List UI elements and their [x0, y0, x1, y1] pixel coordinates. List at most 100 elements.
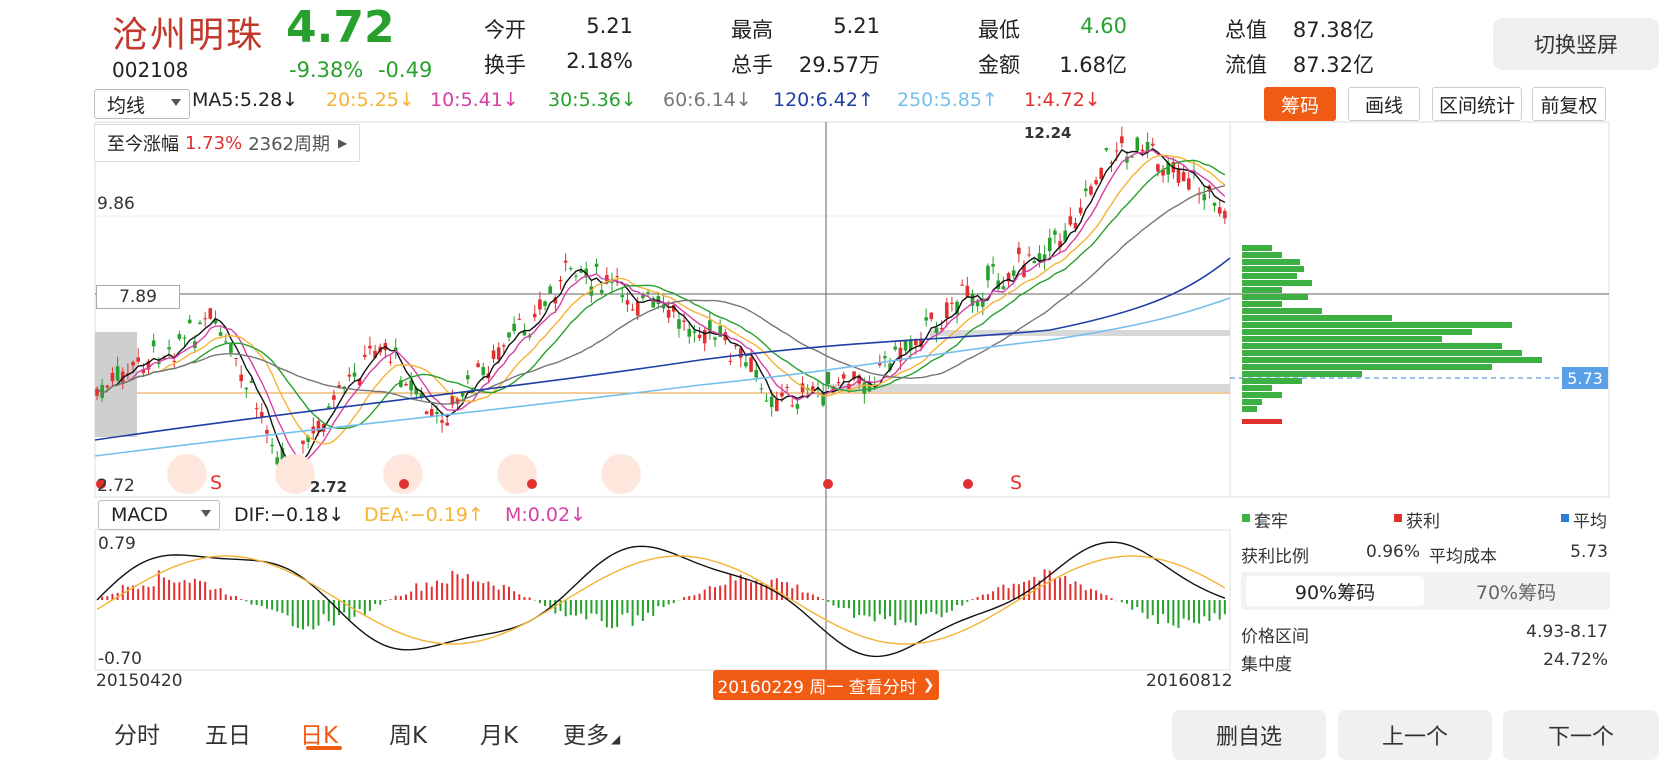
candle-body: [1130, 156, 1134, 158]
candle-body: [708, 320, 712, 332]
candle-body: [1109, 162, 1114, 164]
ma5-line: [96, 148, 1226, 467]
tab-intraday[interactable]: 分时: [114, 723, 160, 749]
draw-line-button[interactable]: 画线: [1348, 87, 1420, 121]
chevron-down-icon: [171, 99, 181, 106]
nav-circle: [167, 454, 207, 494]
quote-float-value: 87.32亿: [1292, 53, 1374, 77]
dea-line: [96, 555, 1226, 645]
candle-body: [1099, 168, 1104, 180]
tab-daily-k[interactable]: 日K: [300, 723, 339, 749]
candle-body: [569, 268, 573, 270]
candle-body: [883, 356, 887, 359]
quote-amount-value: 1.68亿: [1059, 53, 1127, 77]
price-change: -9.38% -0.49: [289, 58, 432, 82]
tab-monthly-k[interactable]: 月K: [480, 723, 519, 749]
candle-body: [1078, 207, 1083, 214]
candle-body: [182, 337, 187, 339]
chart-frames: [94, 121, 1610, 671]
chevron-down-icon: [201, 510, 211, 517]
candle-body: [393, 347, 398, 352]
candle-body: [687, 328, 692, 337]
nav-circle: [383, 454, 423, 494]
range-stats-button[interactable]: 区间统计: [1432, 87, 1522, 121]
chip-bar: [1242, 378, 1302, 384]
candle-body: [146, 361, 151, 370]
concentration-value: 24.72%: [1543, 650, 1608, 670]
candle-body: [326, 406, 331, 409]
candle-body: [1217, 207, 1222, 214]
candle-body: [862, 382, 867, 394]
candle-body: [440, 420, 444, 423]
chip-bar: [1242, 336, 1442, 342]
candle-body: [955, 301, 959, 315]
candle-body: [970, 293, 975, 306]
range-gain-box[interactable]: 至今涨幅 1.73% 2362周期 ▶: [94, 124, 360, 162]
candle-body: [1089, 186, 1093, 195]
candle-body: [811, 386, 815, 393]
quote-float-label: 流值: [1225, 53, 1267, 77]
candle-body: [769, 396, 774, 407]
candle-body: [429, 409, 434, 417]
chip-button[interactable]: 筹码: [1264, 87, 1336, 121]
concentration-label: 集中度: [1241, 655, 1292, 675]
macd-dea: DEA:−0.19↑: [364, 504, 484, 526]
indicator-select[interactable]: 均线: [94, 89, 190, 119]
candle-body: [1104, 148, 1109, 151]
candle-body: [337, 385, 341, 389]
y-label-bottom: 2.72: [97, 476, 135, 496]
candle-body: [507, 332, 511, 338]
price-range-label: 价格区间: [1241, 627, 1309, 647]
candle-body: [744, 362, 748, 367]
kline-frame: [94, 121, 1610, 498]
remove-watchlist-button[interactable]: 删自选: [1172, 710, 1326, 760]
candle-body: [960, 284, 964, 286]
candle-body: [775, 399, 779, 412]
chip-bar: [1242, 364, 1492, 370]
candle-body: [239, 374, 243, 382]
tab-chip-70[interactable]: 70%筹码: [1475, 581, 1557, 604]
candle-body: [399, 380, 403, 387]
tab-weekly-k[interactable]: 周K: [389, 723, 428, 749]
chip-bar: [1242, 273, 1297, 279]
candle-body: [151, 340, 156, 347]
candle-body: [1114, 150, 1119, 152]
candle-body: [538, 299, 542, 310]
candle-body: [672, 304, 676, 312]
candle-body: [1135, 137, 1140, 151]
previous-stock-button[interactable]: 上一个: [1338, 710, 1492, 760]
candle-body: [301, 440, 305, 445]
candle-body: [548, 286, 552, 294]
candle-body: [975, 301, 980, 307]
candle-body: [460, 392, 465, 397]
legend-trapped: 套牢: [1254, 512, 1288, 532]
candle-body: [368, 345, 372, 349]
candle-body: [1042, 254, 1047, 261]
candle-body: [1032, 260, 1037, 264]
candle-body: [342, 386, 346, 389]
quote-mktcap-label: 总值: [1225, 18, 1267, 42]
adjust-button[interactable]: 前复权: [1532, 87, 1606, 121]
candle-body: [635, 301, 640, 316]
quote-volume-label: 总手: [731, 53, 773, 77]
candle-body: [790, 405, 795, 407]
chip-bar: [1242, 280, 1312, 286]
macd-y-top: 0.79: [98, 534, 136, 554]
candle-body: [893, 346, 898, 350]
ma60-line: [96, 184, 1226, 405]
tab-more[interactable]: 更多 ◢: [563, 716, 620, 750]
tab-chip-90[interactable]: 90%筹码: [1246, 576, 1424, 606]
candle-body: [738, 348, 743, 358]
candle-body: [203, 318, 207, 320]
candle-body: [733, 345, 738, 347]
tab-five-day[interactable]: 五日: [205, 723, 251, 749]
switch-portrait-button[interactable]: 切换竖屏: [1493, 18, 1659, 70]
candle-body: [213, 318, 218, 324]
next-stock-button[interactable]: 下一个: [1503, 710, 1659, 760]
candle-body: [229, 342, 233, 353]
macd-select[interactable]: MACD: [98, 500, 220, 530]
candle-body: [249, 381, 254, 383]
candle-body: [594, 263, 599, 267]
view-intraday-button[interactable]: 20160229 周一 查看分时 ❯: [713, 670, 939, 700]
